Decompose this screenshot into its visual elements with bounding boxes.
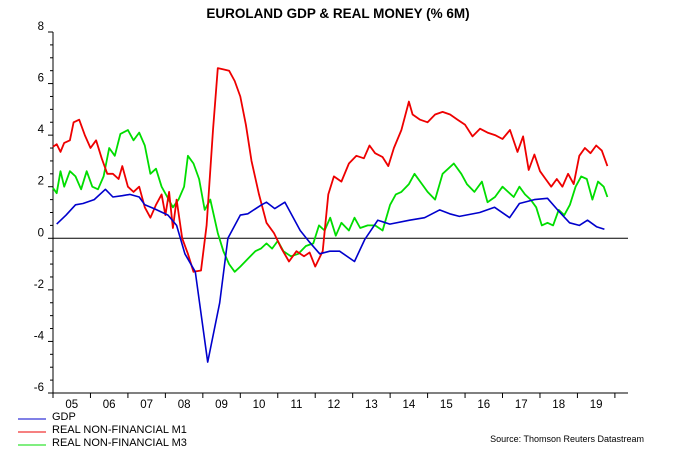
legend-label-m3: REAL NON-FINANCIAL M3 [52, 437, 187, 449]
y-tick-label: 4 [38, 124, 45, 136]
y-axis: -6 -4 -2 0 2 4 6 8 [34, 21, 54, 394]
x-tick-label: 14 [402, 399, 415, 411]
x-tick-label: 17 [515, 399, 528, 411]
y-tick-label: 8 [38, 21, 44, 33]
x-tick-label: 19 [590, 399, 603, 411]
x-tick-label: 15 [440, 399, 453, 411]
x-tick-label: 11 [291, 399, 303, 411]
x-tick-label: 12 [328, 399, 341, 411]
x-tick-label: 06 [103, 399, 116, 411]
x-axis: 05 06 07 08 09 10 11 12 13 14 15 16 17 18 19 [52, 392, 628, 411]
x-tick-label: 05 [65, 399, 78, 411]
x-tick-label: 10 [253, 399, 266, 411]
y-tick-label: 6 [38, 73, 44, 85]
y-tick-label: -2 [34, 279, 44, 291]
y-tick-label: 2 [38, 176, 44, 188]
chart-title: EUROLAND GDP & REAL MONEY (% 6M) [206, 6, 469, 21]
y-tick-label: -6 [34, 382, 44, 394]
x-tick-label: 16 [477, 399, 490, 411]
series-line-m1 [52, 67, 609, 273]
x-tick-label: 08 [178, 399, 191, 411]
series-line-m3 [52, 129, 609, 273]
legend-label-m1: REAL NON-FINANCIAL M1 [52, 424, 187, 436]
source-note: Source: Thomson Reuters Datastream [490, 434, 644, 444]
y-tick-label: -4 [34, 330, 45, 342]
x-tick-label: 18 [552, 399, 565, 411]
legend-label-gdp: GDP [52, 411, 76, 423]
x-tick-label: 07 [140, 399, 153, 411]
y-tick-label: 0 [38, 227, 44, 239]
series-group [52, 67, 609, 363]
x-tick-label: 09 [215, 399, 228, 411]
x-tick-label: 13 [365, 399, 378, 411]
series-line-gdp [56, 188, 605, 363]
legend: GDP REAL NON-FINANCIAL M1 REAL NON-FINAN… [18, 411, 187, 449]
